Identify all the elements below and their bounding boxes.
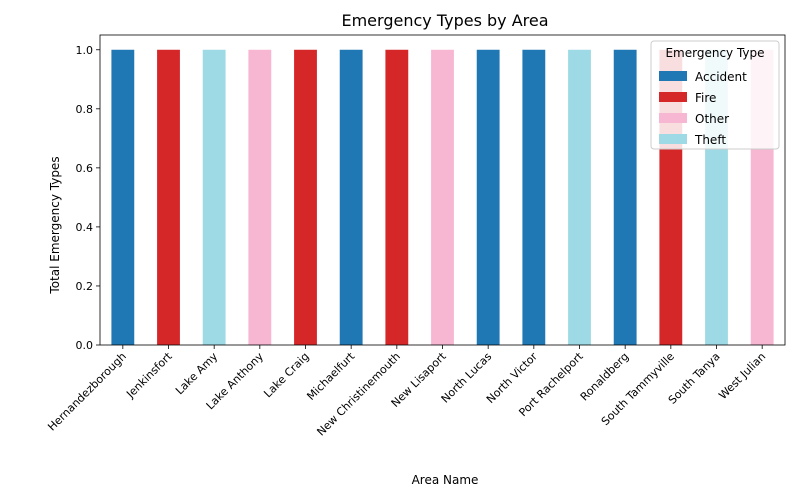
bar-lake-amy-theft bbox=[202, 49, 226, 346]
legend-swatch-theft bbox=[659, 134, 687, 144]
y-tick-label: 1.0 bbox=[76, 44, 94, 57]
legend-label-other: Other bbox=[695, 112, 729, 126]
x-axis-label: Area Name bbox=[412, 473, 479, 487]
bar-hernandezborough-accident bbox=[111, 49, 135, 346]
bar-north-victor-accident bbox=[522, 49, 546, 346]
x-tick-label: West Julian bbox=[716, 350, 768, 402]
x-tick-label: Hernandezborough bbox=[45, 350, 129, 434]
legend-swatch-fire bbox=[659, 92, 687, 102]
legend-swatch-other bbox=[659, 113, 687, 123]
legend-swatch-accident bbox=[659, 71, 687, 81]
x-tick-label: New Christinemouth bbox=[314, 350, 403, 439]
y-tick-label: 0.6 bbox=[76, 162, 94, 175]
y-tick-label: 0.8 bbox=[76, 103, 94, 116]
x-tick-label: Lake Amy bbox=[173, 350, 221, 398]
y-tick-label: 0.2 bbox=[76, 280, 94, 293]
legend-title: Emergency Type bbox=[665, 46, 764, 60]
bar-north-lucas-accident bbox=[476, 49, 500, 346]
bar-port-rachelport-theft bbox=[568, 49, 591, 346]
y-tick-label: 0.4 bbox=[76, 221, 94, 234]
bar-new-lisaport-other bbox=[431, 49, 454, 346]
y-axis-label: Total Emergency Types bbox=[48, 156, 62, 294]
bar-lake-craig-fire bbox=[294, 49, 317, 346]
y-tick-label: 0.0 bbox=[76, 339, 94, 352]
bar-michaelfurt-accident bbox=[339, 49, 363, 346]
legend: Emergency Type Accident Fire Other Theft bbox=[650, 40, 780, 150]
bars-layer bbox=[111, 49, 774, 346]
x-tick-label: Jenkinsfort bbox=[123, 349, 175, 401]
bar-ronaldberg-accident bbox=[613, 49, 637, 346]
bar-jenkinsfort-fire bbox=[157, 49, 180, 346]
bar-lake-anthony-other bbox=[248, 49, 272, 346]
legend-label-accident: Accident bbox=[695, 70, 747, 84]
bar-new-christinemouth-fire bbox=[385, 49, 409, 346]
chart-title: Emergency Types by Area bbox=[341, 11, 548, 30]
legend-label-theft: Theft bbox=[694, 133, 726, 147]
legend-label-fire: Fire bbox=[695, 91, 716, 105]
